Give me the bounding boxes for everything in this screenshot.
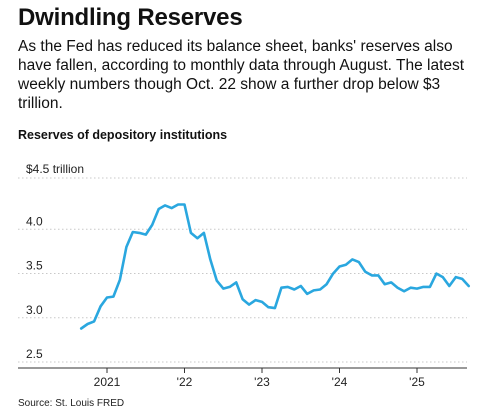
source-note: Source: St. Louis FRED bbox=[18, 398, 125, 409]
x-tick-label: '22 bbox=[177, 375, 193, 389]
x-tick-label: 2021 bbox=[94, 375, 121, 389]
series-line bbox=[79, 203, 471, 330]
x-tick-label: '24 bbox=[332, 375, 348, 389]
chart-subtitle: As the Fed has reduced its balance sheet… bbox=[18, 38, 465, 112]
chart-title: Dwindling Reserves bbox=[18, 4, 243, 31]
x-axis: 2021 '22 '23 '24 '25 bbox=[18, 367, 467, 389]
y-tick-label: 4.0 bbox=[26, 214, 43, 228]
series-group bbox=[79, 203, 471, 330]
chart-label: Reserves of depository institutions bbox=[18, 128, 228, 142]
y-tick-label: 3.5 bbox=[26, 259, 43, 273]
x-tick-label: '23 bbox=[254, 375, 270, 389]
y-tick-label: 2.5 bbox=[26, 347, 43, 361]
y-tick-label: $4.5 trillion bbox=[26, 162, 84, 176]
gridlines bbox=[18, 177, 467, 363]
x-tick-label: '25 bbox=[409, 375, 425, 389]
y-tick-labels: $4.5 trillion 4.0 3.5 3.0 2.5 bbox=[26, 162, 84, 361]
y-tick-label: 3.0 bbox=[26, 303, 43, 317]
